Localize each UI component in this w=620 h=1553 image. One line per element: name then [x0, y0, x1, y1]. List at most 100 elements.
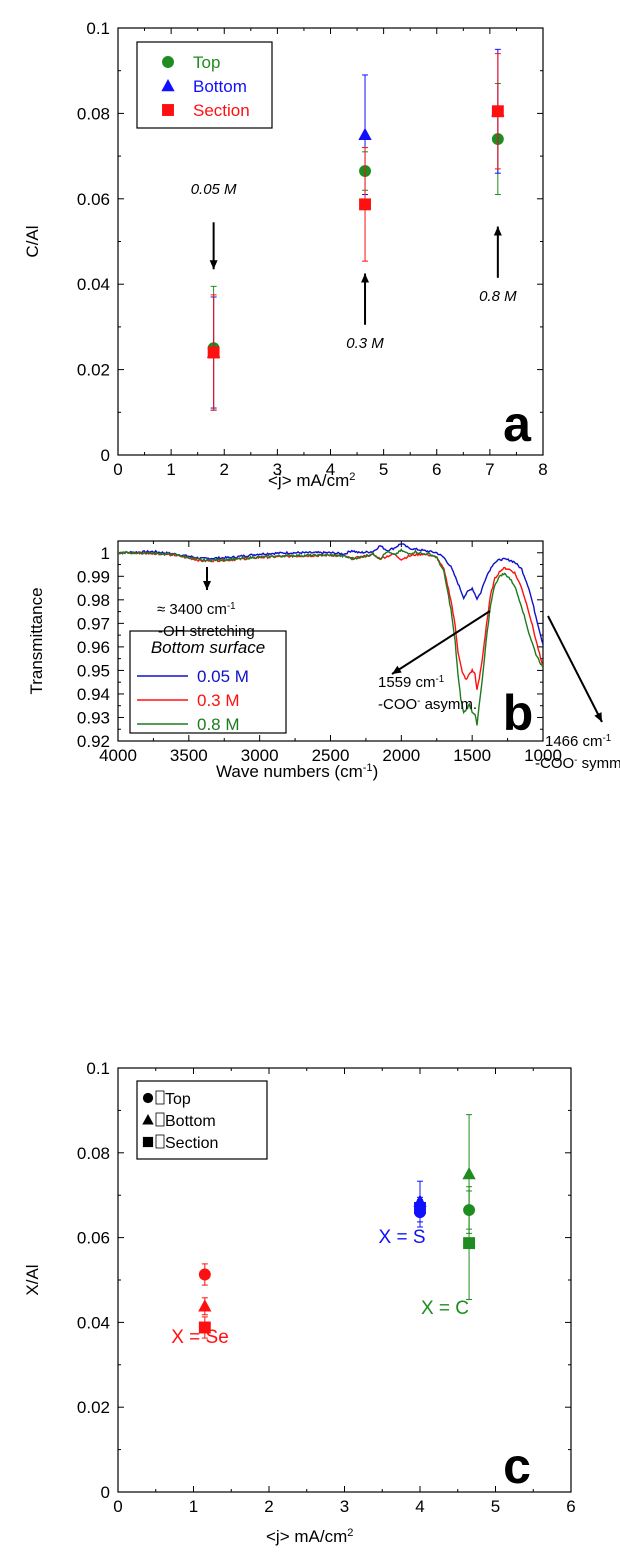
panel-a-xtick-label: 7 [485, 460, 494, 479]
panel-c-point [198, 1299, 212, 1312]
panel-b-ytick-label: 0.95 [77, 661, 110, 680]
panel-b-xtick-label: 2000 [382, 746, 420, 765]
panel-b-axes: 4000 3500 3000 2500 2000 1500 1000 0.92 0.93 0.94… [77, 540, 562, 765]
panel-a-annotation-arrow [209, 222, 218, 270]
panel-c-xtick-label: 2 [264, 1497, 273, 1516]
panel-c-group: X = C [421, 1114, 476, 1319]
panel-a-label: a [503, 396, 532, 452]
panel-a-legend: Top Bottom Section [136, 41, 273, 129]
panel-c-label: c [503, 1438, 531, 1494]
panel-b-xtick-label: 3500 [170, 746, 208, 765]
panel-a-xtick-label: 8 [538, 460, 547, 479]
panel-c-legend-box [136, 1080, 268, 1160]
panel-a-legend-marker [162, 56, 174, 68]
panel-b-annotation-label: -COO- asymm. [378, 696, 477, 714]
panel-a-xlabel: <j> mA/cm2 [268, 471, 355, 490]
panel-c-xtick-label: 5 [491, 1497, 500, 1516]
panel-b-ylabel: Transmittance [27, 587, 46, 694]
panel-a-point [491, 105, 504, 118]
panel-c-ytick-label: 0.04 [77, 1313, 110, 1332]
panel-a-legend-marker [161, 79, 175, 92]
panel-a-ytick-label: 0.06 [77, 190, 110, 209]
panel-a-axes: 0 1 2 3 4 5 6 7 8 0 0.02 0.04 0.06 0.08 0.1 [77, 19, 548, 479]
panel-c-legend-label: Bottom [165, 1113, 216, 1130]
panel-a-ytick-label: 0.02 [77, 361, 110, 380]
panel-b-xtick-label: 1000 [524, 746, 562, 765]
panel-b-ytick-label: 0.93 [77, 708, 110, 727]
panel-c-ytick-label: 0.08 [77, 1144, 110, 1163]
panel-c-axes: 0 1 2 3 4 5 6 0 0.02 0.04 0.06 0.08 0.1 [77, 1059, 576, 1516]
panel-c-xlabel: <j> mA/cm2 [266, 1527, 353, 1546]
panel-c-group-label: X = C [421, 1298, 469, 1319]
panel-b-legend-label: 0.8 M [197, 715, 240, 734]
panel-a-annotation-label: 0.8 M [479, 288, 517, 305]
panel-b-annotation-arrow [547, 615, 603, 723]
panel-a-ylabel: C/Al [23, 225, 42, 257]
panel-c-group: X = Se [171, 1263, 229, 1348]
panel-a-ytick-label: 0.04 [77, 275, 110, 294]
panel-b-legend-title: Bottom surface [151, 638, 265, 657]
panel-c-ytick-label: 0.02 [77, 1398, 110, 1417]
panel-b-legend-box [129, 630, 287, 734]
panel-c-point [198, 1321, 211, 1334]
panel-a-xtick-label: 4 [326, 460, 335, 479]
panel-a-xtick-label: 1 [166, 460, 175, 479]
panel-c-legend-glyph-box [155, 1090, 165, 1105]
panel-c-legend-label: Top [165, 1091, 191, 1108]
panel-b-label: b [503, 685, 534, 741]
panel-b-xtick-label: 1500 [453, 746, 491, 765]
panel-a-xtick-label: 3 [273, 460, 282, 479]
panel-c-point [414, 1201, 426, 1214]
panel-b-ytick-label: 0.94 [77, 685, 110, 704]
panel-a-ytick-label: 0.1 [86, 19, 110, 38]
panel-c-xtick-label: 6 [566, 1497, 575, 1516]
panel-c-legend-marker [142, 1092, 154, 1104]
panel-b-annotation-arrow [391, 610, 491, 675]
panel-b-ytick-label: 0.98 [77, 591, 110, 610]
panel-c-legend-glyph-box [155, 1134, 165, 1149]
panel-c-ylabel: X/Al [23, 1264, 42, 1295]
panel-a-annotation-arrow [493, 226, 502, 278]
panel-c-xtick-label: 0 [113, 1497, 122, 1516]
panel-c-point [198, 1268, 211, 1281]
panel-c-ytick-label: 0 [101, 1483, 110, 1502]
panel-b-ytick-label: 0.97 [77, 614, 110, 633]
panel-a-legend-marker [162, 104, 174, 116]
panel-a-legend-label: Top [193, 53, 220, 72]
panel-b-series-line [118, 543, 543, 645]
panel-c-group-label: X = Se [171, 1327, 229, 1348]
panel-c-legend-label: Section [165, 1135, 218, 1152]
panel-b-series-line [118, 548, 543, 726]
panel-c-point [463, 1237, 476, 1250]
panel-b-ytick-label: 0.92 [77, 732, 110, 751]
panel-c-legend-marker [142, 1136, 154, 1148]
panel-c-point [462, 1167, 476, 1180]
panel-a-xtick-label: 2 [220, 460, 229, 479]
panel-a-point [358, 127, 372, 140]
panel-b-annotation-label: -OH stretching [158, 623, 255, 640]
panel-c-group: X = S [379, 1180, 427, 1248]
panel-a-series-section [207, 53, 504, 411]
panel-b-annotation-label: ≈ 3400 cm-1 [157, 601, 236, 619]
panel-b-xtick-label: 4000 [99, 746, 137, 765]
panel-a-xtick-label: 0 [113, 460, 122, 479]
panel-b-xlabel: Wave numbers (cm-1) [216, 762, 378, 781]
panel-c-legend-glyph-box [155, 1112, 165, 1127]
panel-b-legend-label: 0.05 M [197, 667, 249, 686]
panel-b-legend: Bottom surface 0.05 M 0.3 M 0.8 M [129, 630, 287, 734]
panel-c-legend-marker [142, 1114, 154, 1125]
panel-a-ytick-label: 0.08 [77, 104, 110, 123]
panel-c-ytick-label: 0.06 [77, 1229, 110, 1248]
panel-a-point [207, 346, 220, 359]
panel-a-legend-label: Section [193, 101, 250, 120]
panel-c-legend: Top Bottom Section [136, 1080, 268, 1160]
panel-b-legend-label: 0.3 M [197, 691, 240, 710]
panel-a-xtick-label: 6 [432, 460, 441, 479]
panel-a-point [359, 198, 371, 211]
panel-b-annotation-label: 1466 cm-1 [545, 733, 611, 751]
panel-a-ytick-label: 0 [101, 446, 110, 465]
panel-a-series-top [207, 83, 504, 411]
panel-a-annotation-label: 0.05 M [191, 181, 237, 198]
panel-c-group-label: X = S [379, 1227, 426, 1248]
